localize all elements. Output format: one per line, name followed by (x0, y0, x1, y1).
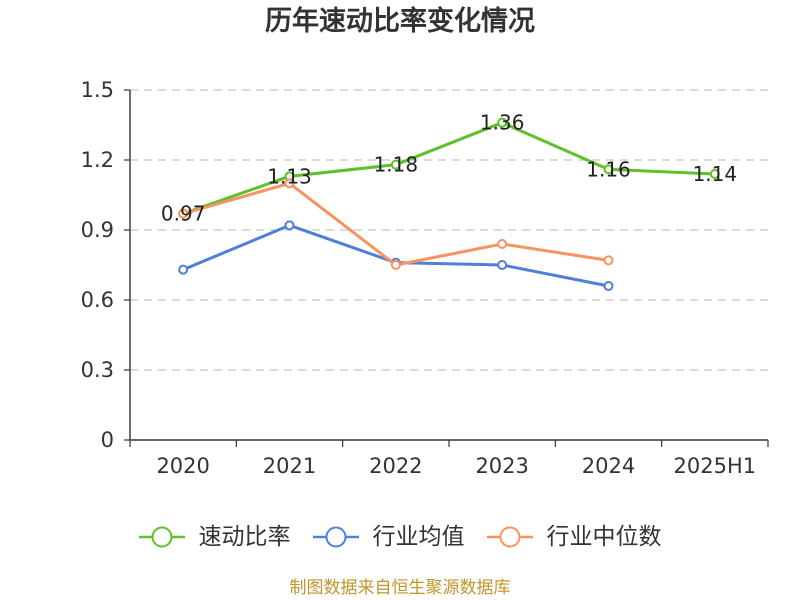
legend: 速动比率 行业均值 行业中位数 (0, 519, 800, 555)
industry-average-point (497, 260, 508, 270)
quick-ratio-point (390, 159, 401, 170)
industry-average-point (178, 264, 189, 275)
y-tick-label: 1.5 (81, 78, 114, 102)
x-tick-label: 2021 (263, 454, 316, 478)
x-tick-label: 2025H1 (674, 454, 757, 478)
x-tick-label: 2022 (369, 454, 422, 478)
legend-label: 行业中位数 (546, 524, 662, 550)
quick-ratio-point (709, 169, 720, 179)
quick-ratio-data-label: 0.97 (161, 202, 206, 226)
grid-lines (130, 89, 768, 371)
x-tick-label: 2024 (582, 454, 635, 478)
x-tick-label: 2023 (475, 454, 528, 478)
industry-median-series (178, 178, 614, 270)
y-tick-label: 0.3 (81, 358, 114, 382)
x-axis: 2020 2021 2022 2023 2024 2025H1 (129, 439, 769, 478)
legend-line-marker-icon (486, 526, 533, 548)
legend-line-marker-icon (138, 526, 185, 548)
industry-median-point (284, 178, 295, 189)
y-tick-label: 0 (101, 428, 114, 452)
y-tick-label: 1.2 (81, 148, 114, 172)
quick-ratio-point (497, 117, 508, 128)
industry-median-point (390, 260, 401, 270)
x-tick-label: 2020 (156, 454, 209, 478)
legend-item-quick-ratio[interactable]: 速动比率 (138, 519, 291, 555)
data-source-note: 制图数据来自恒生聚源数据库 (289, 578, 511, 598)
industry-median-point (497, 239, 508, 249)
quick-ratio-series (178, 117, 720, 219)
legend-label: 行业均值 (372, 524, 465, 550)
legend-line-marker-icon (312, 526, 359, 548)
industry-average-point (603, 281, 614, 291)
data-labels: 0.97 1.13 1.18 1.36 1.16 1.14 (161, 111, 737, 226)
industry-average-series (178, 220, 614, 291)
quick-ratio-data-label: 1.16 (586, 157, 631, 181)
industry-average-line (181, 223, 610, 288)
quick-ratio-data-label: 1.18 (374, 153, 419, 177)
legend-item-industry-median[interactable]: 行业中位数 (486, 519, 662, 555)
y-tick-label: 0.6 (81, 288, 114, 312)
industry-average-point (284, 220, 295, 231)
legend-label: 速动比率 (198, 524, 291, 550)
quick-ratio-data-label: 1.14 (693, 162, 738, 186)
chart-title: 历年速动比率变化情况 (265, 6, 535, 37)
industry-median-line (181, 181, 610, 267)
y-tick-label: 0.9 (81, 218, 114, 242)
quick-ratio-data-label: 1.36 (480, 111, 525, 135)
y-axis: 0 0.3 0.6 0.9 1.2 1.5 (81, 78, 131, 452)
quick-ratio-data-label: 1.13 (267, 164, 312, 188)
quick-ratio-point (603, 164, 614, 175)
industry-median-point (178, 208, 189, 219)
industry-median-point (603, 255, 614, 266)
quick-ratio-line (181, 121, 717, 216)
legend-item-industry-average[interactable]: 行业均值 (312, 519, 465, 555)
